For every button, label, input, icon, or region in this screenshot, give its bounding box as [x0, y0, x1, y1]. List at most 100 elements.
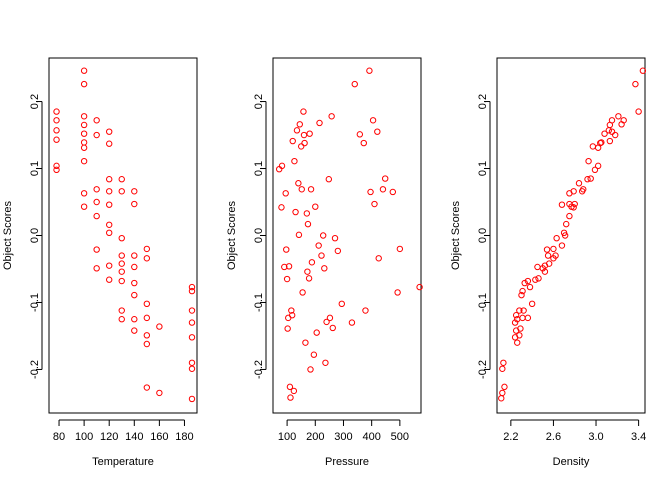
data-point	[301, 139, 308, 147]
data-point	[188, 395, 196, 403]
x-tick-label: 2.2	[503, 431, 518, 443]
data-point	[526, 283, 534, 291]
data-point	[304, 268, 311, 275]
data-point	[338, 300, 345, 308]
data-point	[80, 203, 88, 210]
data-point	[553, 234, 560, 242]
data-point	[118, 316, 125, 323]
data-point	[521, 279, 528, 287]
data-point	[566, 212, 573, 220]
data-point	[520, 307, 527, 314]
plot-box	[48, 57, 198, 414]
data-point	[143, 245, 151, 253]
plot-box	[496, 57, 646, 414]
data-point	[131, 316, 138, 323]
data-point	[156, 323, 163, 330]
data-point	[524, 277, 532, 285]
x-axis-title: Density	[553, 456, 590, 468]
x-tick-label: 140	[125, 431, 143, 443]
data-point	[118, 277, 125, 285]
y-tick-label: 0.1	[477, 161, 489, 176]
data-point	[188, 307, 196, 314]
data-point	[290, 387, 298, 395]
data-point	[560, 229, 568, 237]
x-tick-label: 300	[334, 431, 352, 443]
data-point	[524, 314, 532, 322]
data-point	[131, 279, 138, 287]
data-point	[498, 395, 505, 402]
y-axis-title: Object Scores	[2, 200, 14, 270]
y-tick-label: 0.2	[253, 94, 265, 109]
data-point	[552, 252, 559, 259]
y-tick-label: 0.2	[477, 94, 489, 109]
data-point	[516, 307, 523, 314]
y-tick-label: -0.2	[477, 360, 489, 379]
data-point	[118, 234, 125, 242]
data-point	[188, 359, 196, 366]
data-point	[329, 324, 336, 332]
data-point	[93, 186, 100, 193]
data-point	[500, 359, 507, 366]
x-tick-label: 180	[175, 431, 193, 443]
data-point	[118, 252, 125, 259]
data-point	[282, 190, 289, 197]
data-point	[519, 287, 526, 295]
panel-density: 2.2 2.6 3.0 3.4 -0.2 -0.1 0.0 0.1 0.2 Density Obje…	[450, 57, 646, 468]
x-tick-label: 100	[278, 431, 296, 443]
data-point	[620, 117, 627, 124]
data-point	[394, 289, 401, 296]
data-point	[93, 246, 100, 253]
data-point	[291, 157, 298, 165]
data-point	[518, 291, 525, 299]
data-point	[325, 176, 333, 183]
data-point	[351, 80, 358, 88]
data-point	[288, 307, 295, 314]
data-point	[106, 128, 113, 135]
data-point	[545, 260, 553, 267]
data-point	[80, 113, 88, 120]
data-point	[587, 175, 594, 182]
data-point	[315, 242, 322, 249]
data-point	[131, 188, 138, 195]
y-tick-label: 0.2	[29, 94, 41, 109]
data-point	[302, 339, 309, 346]
data-point	[316, 119, 323, 127]
data-point	[512, 312, 520, 319]
data-point	[543, 246, 551, 253]
data-point	[375, 255, 382, 262]
data-point	[570, 204, 577, 211]
x-tick-label: 2.6	[546, 431, 561, 443]
data-point	[131, 263, 138, 271]
data-point	[300, 131, 308, 139]
data-point	[575, 180, 583, 187]
data-point	[293, 127, 301, 134]
data-point	[541, 268, 549, 275]
data-point	[319, 232, 327, 239]
data-point	[298, 186, 305, 193]
y-axis-title: Object Scores	[226, 200, 238, 270]
data-point	[499, 365, 506, 372]
data-point	[632, 80, 639, 88]
data-point	[367, 188, 374, 196]
panel-pressure: 100 200 300 400 500 -0.2 -0.1 0.0 0.1 0.2 Pressure…	[226, 57, 423, 468]
data-point	[188, 334, 196, 341]
data-point	[80, 144, 88, 151]
data-point	[286, 383, 294, 391]
data-point	[295, 231, 303, 239]
plot-box	[272, 57, 422, 414]
data-point	[80, 139, 88, 146]
data-point	[528, 300, 536, 308]
data-point	[131, 327, 138, 334]
y-tick-label: 0.0	[29, 228, 41, 243]
data-point	[283, 246, 290, 253]
x-axis-title: Pressure	[325, 456, 369, 468]
data-point	[635, 108, 642, 115]
data-point	[106, 221, 113, 228]
y-tick-label: -0.2	[29, 360, 41, 379]
data-point	[299, 289, 306, 296]
x-tick-label: 3.4	[631, 431, 646, 443]
data-point	[284, 325, 291, 332]
data-point	[356, 131, 364, 138]
data-point	[550, 245, 557, 253]
data-point	[281, 263, 288, 271]
